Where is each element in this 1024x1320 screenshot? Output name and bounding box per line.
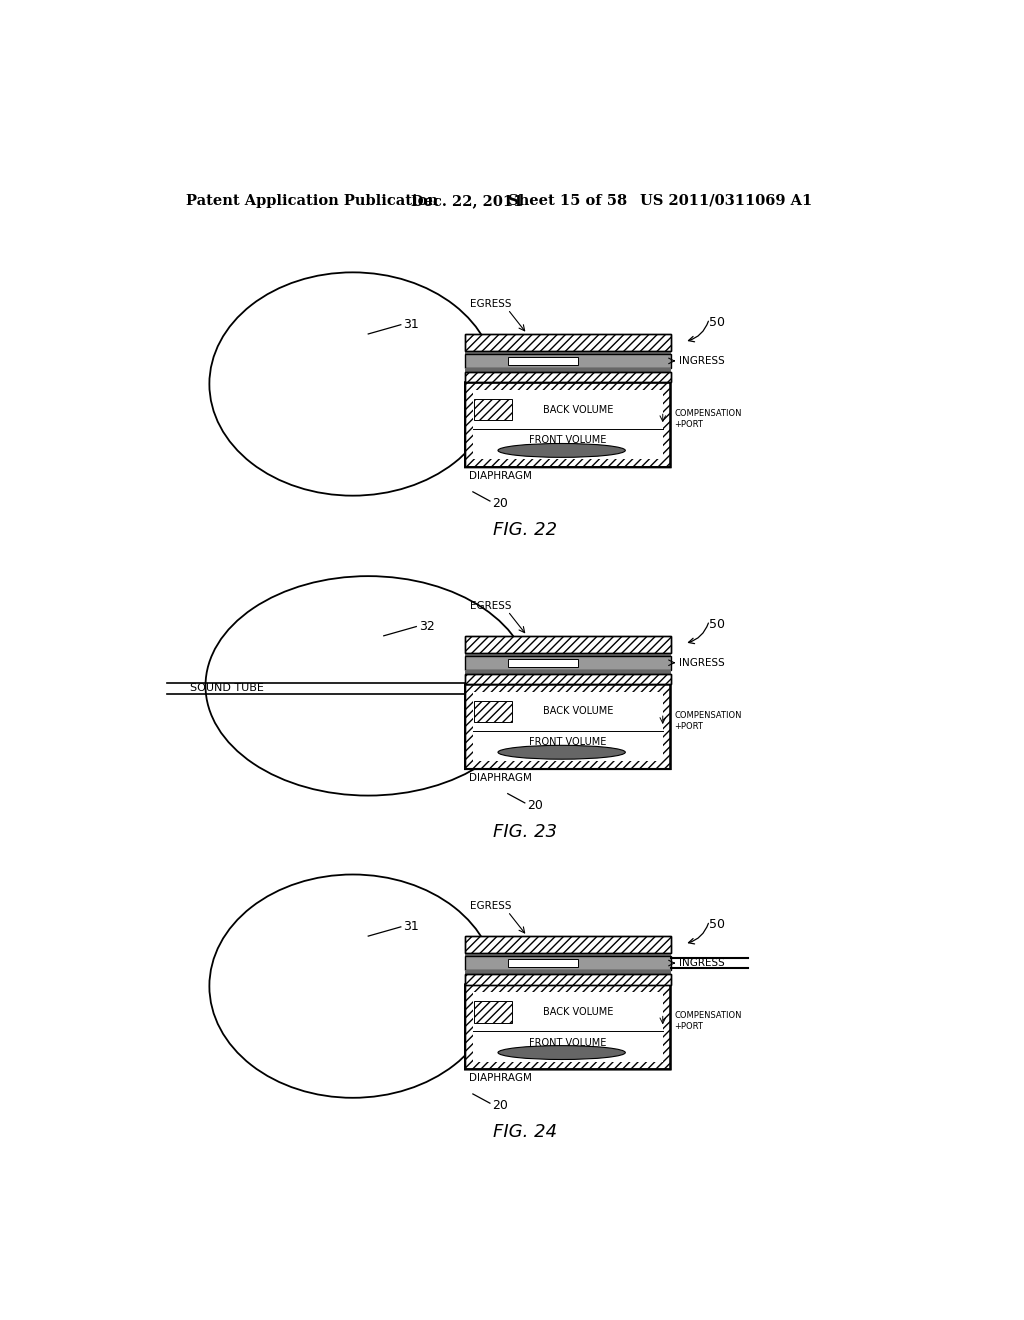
Text: BACK VOLUME: BACK VOLUME: [543, 706, 613, 717]
Bar: [465, 334, 671, 351]
Text: DIAPHRAGM: DIAPHRAGM: [469, 774, 531, 783]
Text: FIG. 24: FIG. 24: [493, 1123, 557, 1142]
Text: FRONT VOLUME: FRONT VOLUME: [529, 738, 606, 747]
Text: DIAPHRAGM: DIAPHRAGM: [469, 471, 531, 480]
Bar: [465, 636, 671, 653]
Bar: [474, 701, 512, 722]
Bar: [473, 391, 663, 459]
Bar: [508, 960, 578, 966]
Ellipse shape: [498, 746, 626, 759]
Text: FIG. 23: FIG. 23: [493, 824, 557, 841]
Text: FRONT VOLUME: FRONT VOLUME: [529, 1038, 606, 1048]
Bar: [473, 993, 663, 1061]
Bar: [465, 351, 671, 354]
Text: 20: 20: [493, 496, 508, 510]
FancyBboxPatch shape: [465, 684, 671, 770]
Text: COMPENSATION
+PORT: COMPENSATION +PORT: [675, 1011, 741, 1031]
Text: COMPENSATION
+PORT: COMPENSATION +PORT: [675, 711, 741, 730]
Bar: [465, 636, 671, 653]
Bar: [465, 974, 671, 985]
Bar: [465, 372, 671, 383]
Bar: [508, 659, 578, 667]
Text: INGRESS: INGRESS: [679, 356, 725, 366]
Text: 20: 20: [527, 799, 543, 812]
Text: 31: 31: [403, 920, 419, 933]
Text: EGRESS: EGRESS: [470, 601, 512, 611]
Bar: [465, 936, 671, 953]
Text: 50: 50: [710, 917, 725, 931]
Bar: [465, 653, 671, 656]
FancyBboxPatch shape: [465, 985, 671, 1069]
Text: EGRESS: EGRESS: [470, 902, 512, 911]
Bar: [465, 936, 671, 953]
Text: US 2011/0311069 A1: US 2011/0311069 A1: [640, 194, 812, 207]
Text: DIAPHRAGM: DIAPHRAGM: [469, 1073, 531, 1084]
Bar: [465, 974, 671, 985]
Text: COMPENSATION
+PORT: COMPENSATION +PORT: [675, 409, 741, 429]
Text: 32: 32: [419, 620, 434, 634]
Bar: [473, 692, 663, 762]
Bar: [465, 673, 671, 684]
Text: Patent Application Publication: Patent Application Publication: [186, 194, 438, 207]
Text: Sheet 15 of 58: Sheet 15 of 58: [508, 194, 627, 207]
Bar: [465, 669, 671, 673]
Ellipse shape: [498, 1045, 626, 1060]
FancyBboxPatch shape: [465, 383, 671, 467]
Bar: [465, 368, 671, 372]
Bar: [474, 399, 512, 420]
Bar: [465, 970, 671, 974]
Bar: [465, 956, 671, 970]
Bar: [474, 1001, 512, 1023]
Bar: [465, 372, 671, 383]
Text: INGRESS: INGRESS: [679, 657, 725, 668]
Text: 20: 20: [493, 1100, 508, 1111]
Text: FIG. 22: FIG. 22: [493, 521, 557, 540]
Ellipse shape: [498, 444, 626, 457]
Text: FRONT VOLUME: FRONT VOLUME: [529, 436, 606, 445]
Text: 50: 50: [710, 618, 725, 631]
Bar: [465, 334, 671, 351]
Bar: [465, 953, 671, 956]
Bar: [465, 354, 671, 368]
Text: 50: 50: [710, 315, 725, 329]
Bar: [465, 673, 671, 684]
Text: INGRESS: INGRESS: [679, 958, 725, 968]
Text: Dec. 22, 2011: Dec. 22, 2011: [411, 194, 523, 207]
Text: 31: 31: [403, 318, 419, 331]
Text: SOUND TUBE: SOUND TUBE: [190, 684, 264, 693]
Text: BACK VOLUME: BACK VOLUME: [543, 405, 613, 414]
Text: EGRESS: EGRESS: [470, 300, 512, 309]
Bar: [508, 358, 578, 364]
Bar: [465, 656, 671, 669]
Text: BACK VOLUME: BACK VOLUME: [543, 1007, 613, 1016]
